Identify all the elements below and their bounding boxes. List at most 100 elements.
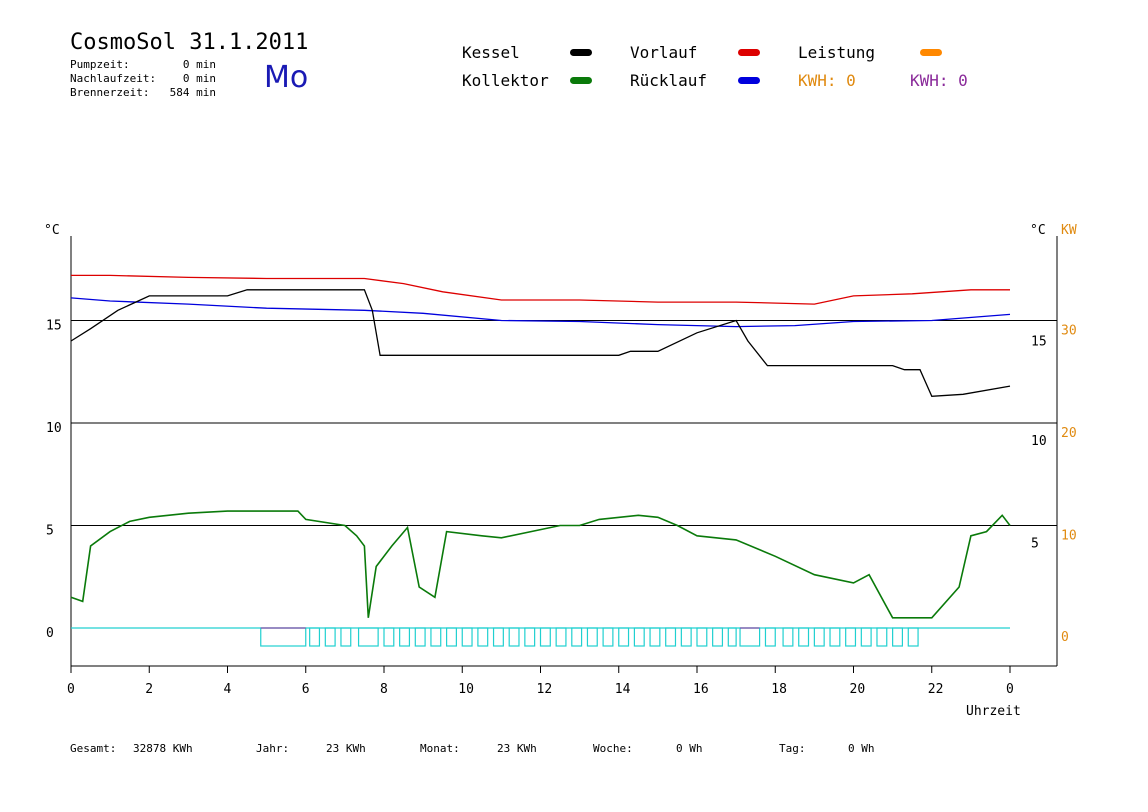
x-tick-label: 20: [850, 682, 866, 697]
pulse-bar: [665, 627, 677, 647]
y-right-tick-label: 15: [1031, 335, 1047, 350]
pulse-bar: [649, 627, 661, 647]
pulse-bar: [633, 627, 645, 647]
pulse-bar: [399, 627, 411, 647]
footer-gesamt-value: 32878 KWh: [133, 742, 193, 755]
legend-kollektor-swatch: [570, 77, 592, 84]
y-right-tick-label: 5: [1031, 537, 1039, 552]
pulse-bar: [430, 627, 442, 647]
x-tick-label: 0: [67, 682, 75, 697]
y-left-tick-label: 5: [46, 524, 54, 539]
pumpzeit-label: Pumpzeit:: [70, 58, 130, 71]
x-axis-label: Uhrzeit: [966, 704, 1021, 719]
pulse-bar: [860, 627, 872, 647]
pumpzeit-row: Pumpzeit: 0 min: [70, 58, 216, 71]
y-right2-tick-label: 10: [1061, 529, 1077, 544]
y-right2-tick-label: 30: [1061, 324, 1077, 339]
footer-tag-value: 0 Wh: [848, 742, 875, 755]
footer-gesamt-label: Gesamt:: [70, 742, 117, 755]
pulse-bar: [727, 627, 737, 647]
legend-vorlauf-swatch: [738, 49, 760, 56]
footer-jahr-value: 23 KWh: [326, 742, 366, 755]
series-line-vorlauf: [71, 274, 1010, 305]
pulse-bar: [260, 627, 307, 647]
y-left-tick-label: 0: [46, 626, 54, 641]
legend-leistung-label: Leistung: [798, 43, 876, 62]
y-left-unit: °C: [44, 223, 60, 238]
x-tick-label: 16: [693, 682, 709, 697]
pulse-bar: [876, 627, 888, 647]
legend-kessel-label: Kessel: [462, 43, 520, 62]
x-tick-label: 18: [771, 682, 787, 697]
pulse-bar: [712, 627, 724, 647]
pulse-bar: [555, 627, 567, 647]
y-right-tick-label: 10: [1031, 434, 1047, 449]
brennerzeit-row: Brennerzeit: 584 min: [70, 86, 216, 99]
y-right2-unit: KW: [1061, 223, 1077, 238]
pulse-bar: [618, 627, 630, 647]
footer-woche-label: Woche:: [593, 742, 633, 755]
nachlaufzeit-row: Nachlaufzeit: 0 min: [70, 72, 216, 85]
pulse-bar: [829, 627, 841, 647]
weekday-label: Mo: [264, 60, 309, 95]
footer-jahr-label: Jahr:: [256, 742, 290, 755]
x-tick-label: 22: [928, 682, 944, 697]
brennerzeit-label: Brennerzeit:: [70, 86, 150, 99]
nachlaufzeit-value: 0 min: [182, 72, 216, 85]
pulse-bar: [680, 627, 692, 647]
nachlaufzeit-label: Nachlaufzeit:: [70, 72, 157, 85]
pulse-bar: [383, 627, 395, 647]
footer-monat-value: 23 KWh: [497, 742, 537, 755]
footer-woche-value: 0 Wh: [676, 742, 703, 755]
footer-monat-label: Monat:: [420, 742, 460, 755]
pulse-bar: [764, 627, 776, 647]
series-line-rcklauf: [70, 297, 1011, 328]
pulse-bar: [798, 627, 810, 647]
pulse-bar: [539, 627, 551, 647]
x-tick-label: 14: [615, 682, 631, 697]
y-left-tick-label: 15: [46, 319, 62, 334]
pulse-bar: [461, 627, 473, 647]
pulse-bar: [696, 627, 708, 647]
pulse-bar: [414, 627, 426, 647]
x-tick-label: 0: [1006, 682, 1014, 697]
chart-title: CosmoSol 31.1.2011: [70, 30, 309, 55]
legend-ruecklauf-swatch: [738, 77, 760, 84]
pulse-bar: [324, 627, 336, 647]
footer-tag-label: Tag:: [779, 742, 806, 755]
pulse-bar: [340, 627, 352, 647]
pulse-bar: [524, 627, 536, 647]
pulse-bar: [357, 627, 379, 647]
legend-ruecklauf-label: Rücklauf: [630, 71, 708, 90]
pulse-bar: [508, 627, 520, 647]
x-tick-label: 10: [458, 682, 474, 697]
series-line-kollektor: [70, 510, 1011, 619]
pulse-bar: [477, 627, 489, 647]
pulse-bar: [813, 627, 825, 647]
x-tick-label: 12: [537, 682, 553, 697]
pulse-bar: [602, 627, 614, 647]
pulse-bar: [309, 627, 321, 647]
y-left-tick-label: 10: [46, 421, 62, 436]
pulse-bar: [571, 627, 583, 647]
pulse-bar: [892, 627, 904, 647]
y-right2-tick-label: 0: [1061, 630, 1069, 645]
brennerzeit-value: 584 min: [169, 86, 216, 99]
kwh-value-2: KWH: 0: [910, 71, 968, 90]
x-tick-label: 4: [224, 682, 232, 697]
pulse-bar: [782, 627, 794, 647]
pulse-bar: [446, 627, 457, 647]
legend-kollektor-label: Kollektor: [462, 71, 549, 90]
pulse-bar: [492, 627, 504, 647]
x-tick-label: 2: [145, 682, 153, 697]
y-right2-tick-label: 20: [1061, 426, 1077, 441]
x-tick-label: 8: [380, 682, 388, 697]
series-line-kessel: [70, 289, 1011, 397]
pulse-bar: [845, 627, 857, 647]
pumpzeit-value: 0 min: [182, 58, 216, 71]
y-right-unit: °C: [1030, 223, 1046, 238]
legend-kessel-swatch: [570, 49, 592, 56]
pulse-bar: [739, 627, 761, 647]
legend-vorlauf-label: Vorlauf: [630, 43, 698, 62]
